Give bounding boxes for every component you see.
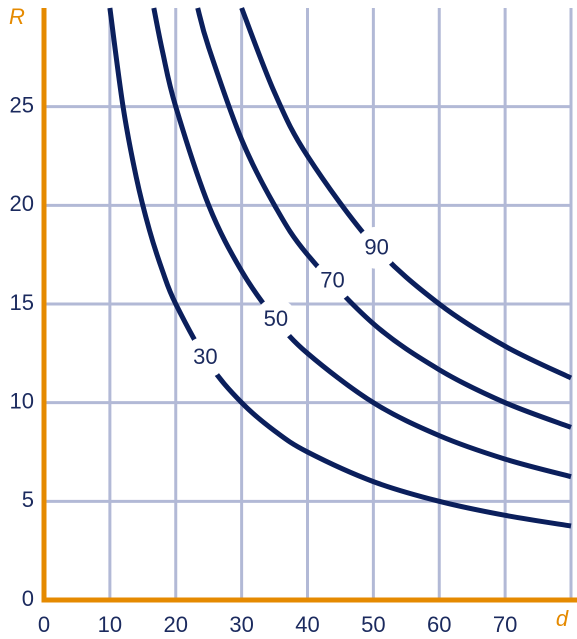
y-tick-label: 15: [10, 290, 34, 315]
curve-label-halo: [254, 298, 297, 341]
x-tick-label: 40: [295, 612, 319, 637]
curve-label: 90: [364, 235, 388, 260]
y-tick-label: 5: [22, 487, 34, 512]
x-tick-label: 70: [493, 612, 517, 637]
y-tick-label: 10: [10, 388, 34, 413]
y-tick-label: 20: [10, 191, 34, 216]
curve: [195, 7, 572, 430]
x-tick-label: 20: [164, 612, 188, 637]
x-tick-label: 10: [98, 612, 122, 637]
x-tick-label: 30: [229, 612, 253, 637]
x-tick-label: 50: [361, 612, 385, 637]
curve: [107, 7, 572, 529]
y-tick-label: 25: [10, 92, 34, 117]
x-axis-label: d: [556, 606, 569, 631]
axes: 0 10 20 30 40 50 60 70 0 5 10 15 20 25 Rd: [9, 4, 577, 637]
x-tick-label: 60: [427, 612, 451, 637]
grid: [42, 8, 573, 602]
curve-label-halo: [355, 226, 398, 269]
y-tick-label: 0: [22, 586, 34, 611]
curve-label: 70: [320, 268, 344, 293]
x-tick-label: 0: [38, 612, 50, 637]
curve-label: 50: [264, 306, 288, 331]
curve-label: 30: [193, 344, 217, 369]
curve-label-halo: [311, 259, 354, 302]
curve-label-halo: [184, 336, 227, 379]
curves: 30 50 70 90: [107, 7, 573, 529]
y-axis-label: R: [9, 4, 25, 29]
